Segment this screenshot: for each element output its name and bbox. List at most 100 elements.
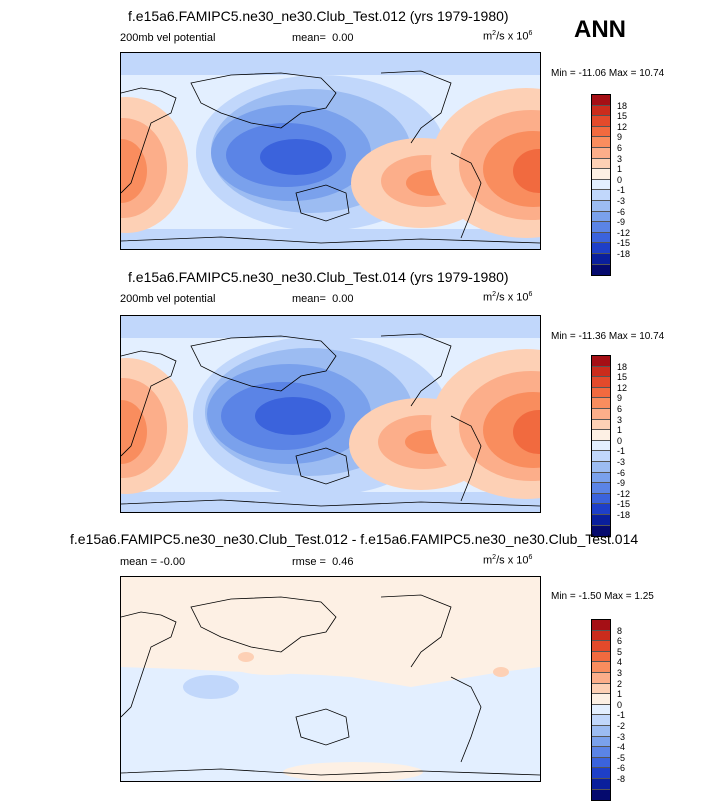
panel-2-variable-label: 200mb vel potential [120,293,216,305]
panel-2-colorbar-tick-label: -3 [617,457,626,467]
panel-1-units: m2/s x 106 [483,30,533,43]
panel-3-colorbar-tick-label: -2 [617,721,626,731]
panel-3-positive-south [283,762,423,781]
panel-3-negative-indian-ocean [183,675,239,699]
panel-2-colorbar-cell [592,387,610,399]
panel-1-negative-core [260,139,332,175]
panel-1-colorbar-cell [592,264,610,276]
panel-2-coastline-antarctica [121,499,540,507]
panel-1-northern-band [121,53,540,75]
panel-2-colorbar-tick-label: -15 [617,499,631,510]
panel-2-colorbar-cell [592,366,610,378]
panel-2-colorbar-cell [592,398,610,409]
panel-1-colorbar-tick-label: 18 [617,100,628,111]
panel-2-colorbar-tick-label: 0 [617,435,623,446]
panel-3-colorbar-tick-label: 2 [617,678,623,689]
panel-1-colorbar-tick-label: 1 [617,164,623,175]
panel-3-positive-spot-1 [238,652,254,662]
panel-1-colorbar-cell [592,243,610,254]
panel-1-colorbar-tick-label: -15 [617,238,631,249]
panel-2-colorbar-cell [592,408,610,420]
panel-3-colorbar-tick-label: 5 [617,646,623,657]
panel-3-colorbar-tick-label: -6 [617,763,626,774]
panel-1-coastline-eurasia [190,72,337,129]
panel-1-colorbar-tick-label: -12 [617,227,631,238]
panel-1-colorbar [591,94,611,277]
panel-3-colorbar-cell [592,630,610,642]
panel-3-colorbar-cell [592,757,610,769]
panel-2-colorbar-cell [592,430,610,441]
panel-2-colorbar-cell [592,440,610,452]
panel-3-colorbar-cell [592,662,610,673]
panel-3-title: f.e15a6.FAMIPC5.ne30_ne30.Club_Test.012 … [70,531,639,547]
panel-2-colorbar-tick-label: 18 [617,361,628,372]
panel-3-colorbar-cell [592,683,610,695]
panel-3-colorbar-cell [592,704,610,716]
panel-1-variable-label: 200mb vel potential [120,32,216,44]
panel-3-colorbar-tick-label: -5 [617,752,626,763]
panel-1-colorbar-cell [592,253,610,265]
panel-3-colorbar-tick-label: -1 [617,710,626,721]
panel-1-colorbar-tick-label: 9 [617,132,623,143]
panel-2-colorbar-cell [592,451,610,462]
panel-1-colorbar-cell [592,137,610,148]
panel-2-minmax: Min = -11.36 Max = 10.74 [551,331,665,342]
panel-3-colorbar-tick-label: -3 [617,731,626,742]
panel-2-southern-band [121,492,540,512]
panel-2-colorbar-tick-label: -12 [617,488,631,499]
panel-3-colorbar-cell [592,651,610,663]
panel-3-colorbar-tick-label: 3 [617,668,623,678]
panel-3-colorbar-tick-label: 8 [617,625,623,636]
panel-3-map [120,576,541,782]
panel-3-colorbar-cell [592,715,610,726]
panel-2-coastline-north-america [380,333,452,407]
panel-3-stat: rmse = 0.46 [292,556,353,568]
panel-1-colorbar-cell [592,200,610,212]
panel-1-coastline-south-america [450,152,482,239]
panel-2-coastline-south-america [450,415,482,502]
panel-3-coastline-africa [121,611,177,718]
panel-3-colorbar-cell [592,725,610,737]
panel-1-coastline-africa [121,87,177,194]
panel-2-colorbar-cell [592,483,610,494]
panel-1-colorbar-cell [592,95,610,106]
panel-3-coastline-north-america [380,594,452,668]
panel-2-colorbar-tick-label: -1 [617,446,626,457]
panel-2-colorbar-tick-label: 3 [617,414,623,425]
panel-3-colorbar-cell [592,747,610,758]
panel-2-stat: mean= 0.00 [292,293,354,305]
panel-1-colorbar-cell [592,232,610,244]
panel-3-mean-label: mean = -0.00 [120,556,186,568]
panel-1-stat: mean= 0.00 [292,32,354,44]
panel-2-stat-label: mean= [292,293,326,305]
panel-3-colorbar-tick-label: 1 [617,689,623,700]
panel-3-colorbar [591,619,611,801]
panel-2-map [120,315,541,513]
panel-1-colorbar-tick-label: 0 [617,174,623,185]
panel-3-coastline-eurasia [190,596,337,653]
panel-2-colorbar-tick-label: 9 [617,393,623,404]
panel-1-colorbar-cell [592,116,610,127]
panel-2-positive-africa-core [121,400,147,464]
panel-2-colorbar-tick-label: 6 [617,404,623,414]
panel-2-colorbar-tick-label: -9 [617,478,626,489]
panel-1-colorbar-tick-label: -6 [617,206,626,217]
panel-1-colorbar-tick-label: -3 [617,196,626,206]
panel-1-colorbar-cell [592,179,610,191]
panel-3-colorbar-tick-label: 0 [617,699,623,710]
panel-3-stat-value: 0.46 [332,556,354,568]
panel-3-colorbar-cell [592,672,610,684]
panel-3-colorbar-cell [592,789,610,801]
panel-3-stat-label: rmse = [292,556,326,568]
panel-2-title: f.e15a6.FAMIPC5.ne30_ne30.Club_Test.014 … [128,269,509,285]
panel-1-colorbar-tick-label: -18 [617,249,631,259]
panel-2-colorbar-cell [592,356,610,367]
panel-3-colorbar-cell [592,694,610,705]
panel-2-colorbar-tick-label: 15 [617,372,628,383]
panel-1-positive-atlantic-core [513,149,540,193]
panel-1-colorbar-tick-label: -9 [617,217,626,228]
panel-3-units: m2/s x 106 [483,554,533,567]
panel-2-colorbar-cell [592,461,610,473]
panel-1-coastline-north-america [380,70,452,144]
panel-1-colorbar-cell [592,190,610,201]
